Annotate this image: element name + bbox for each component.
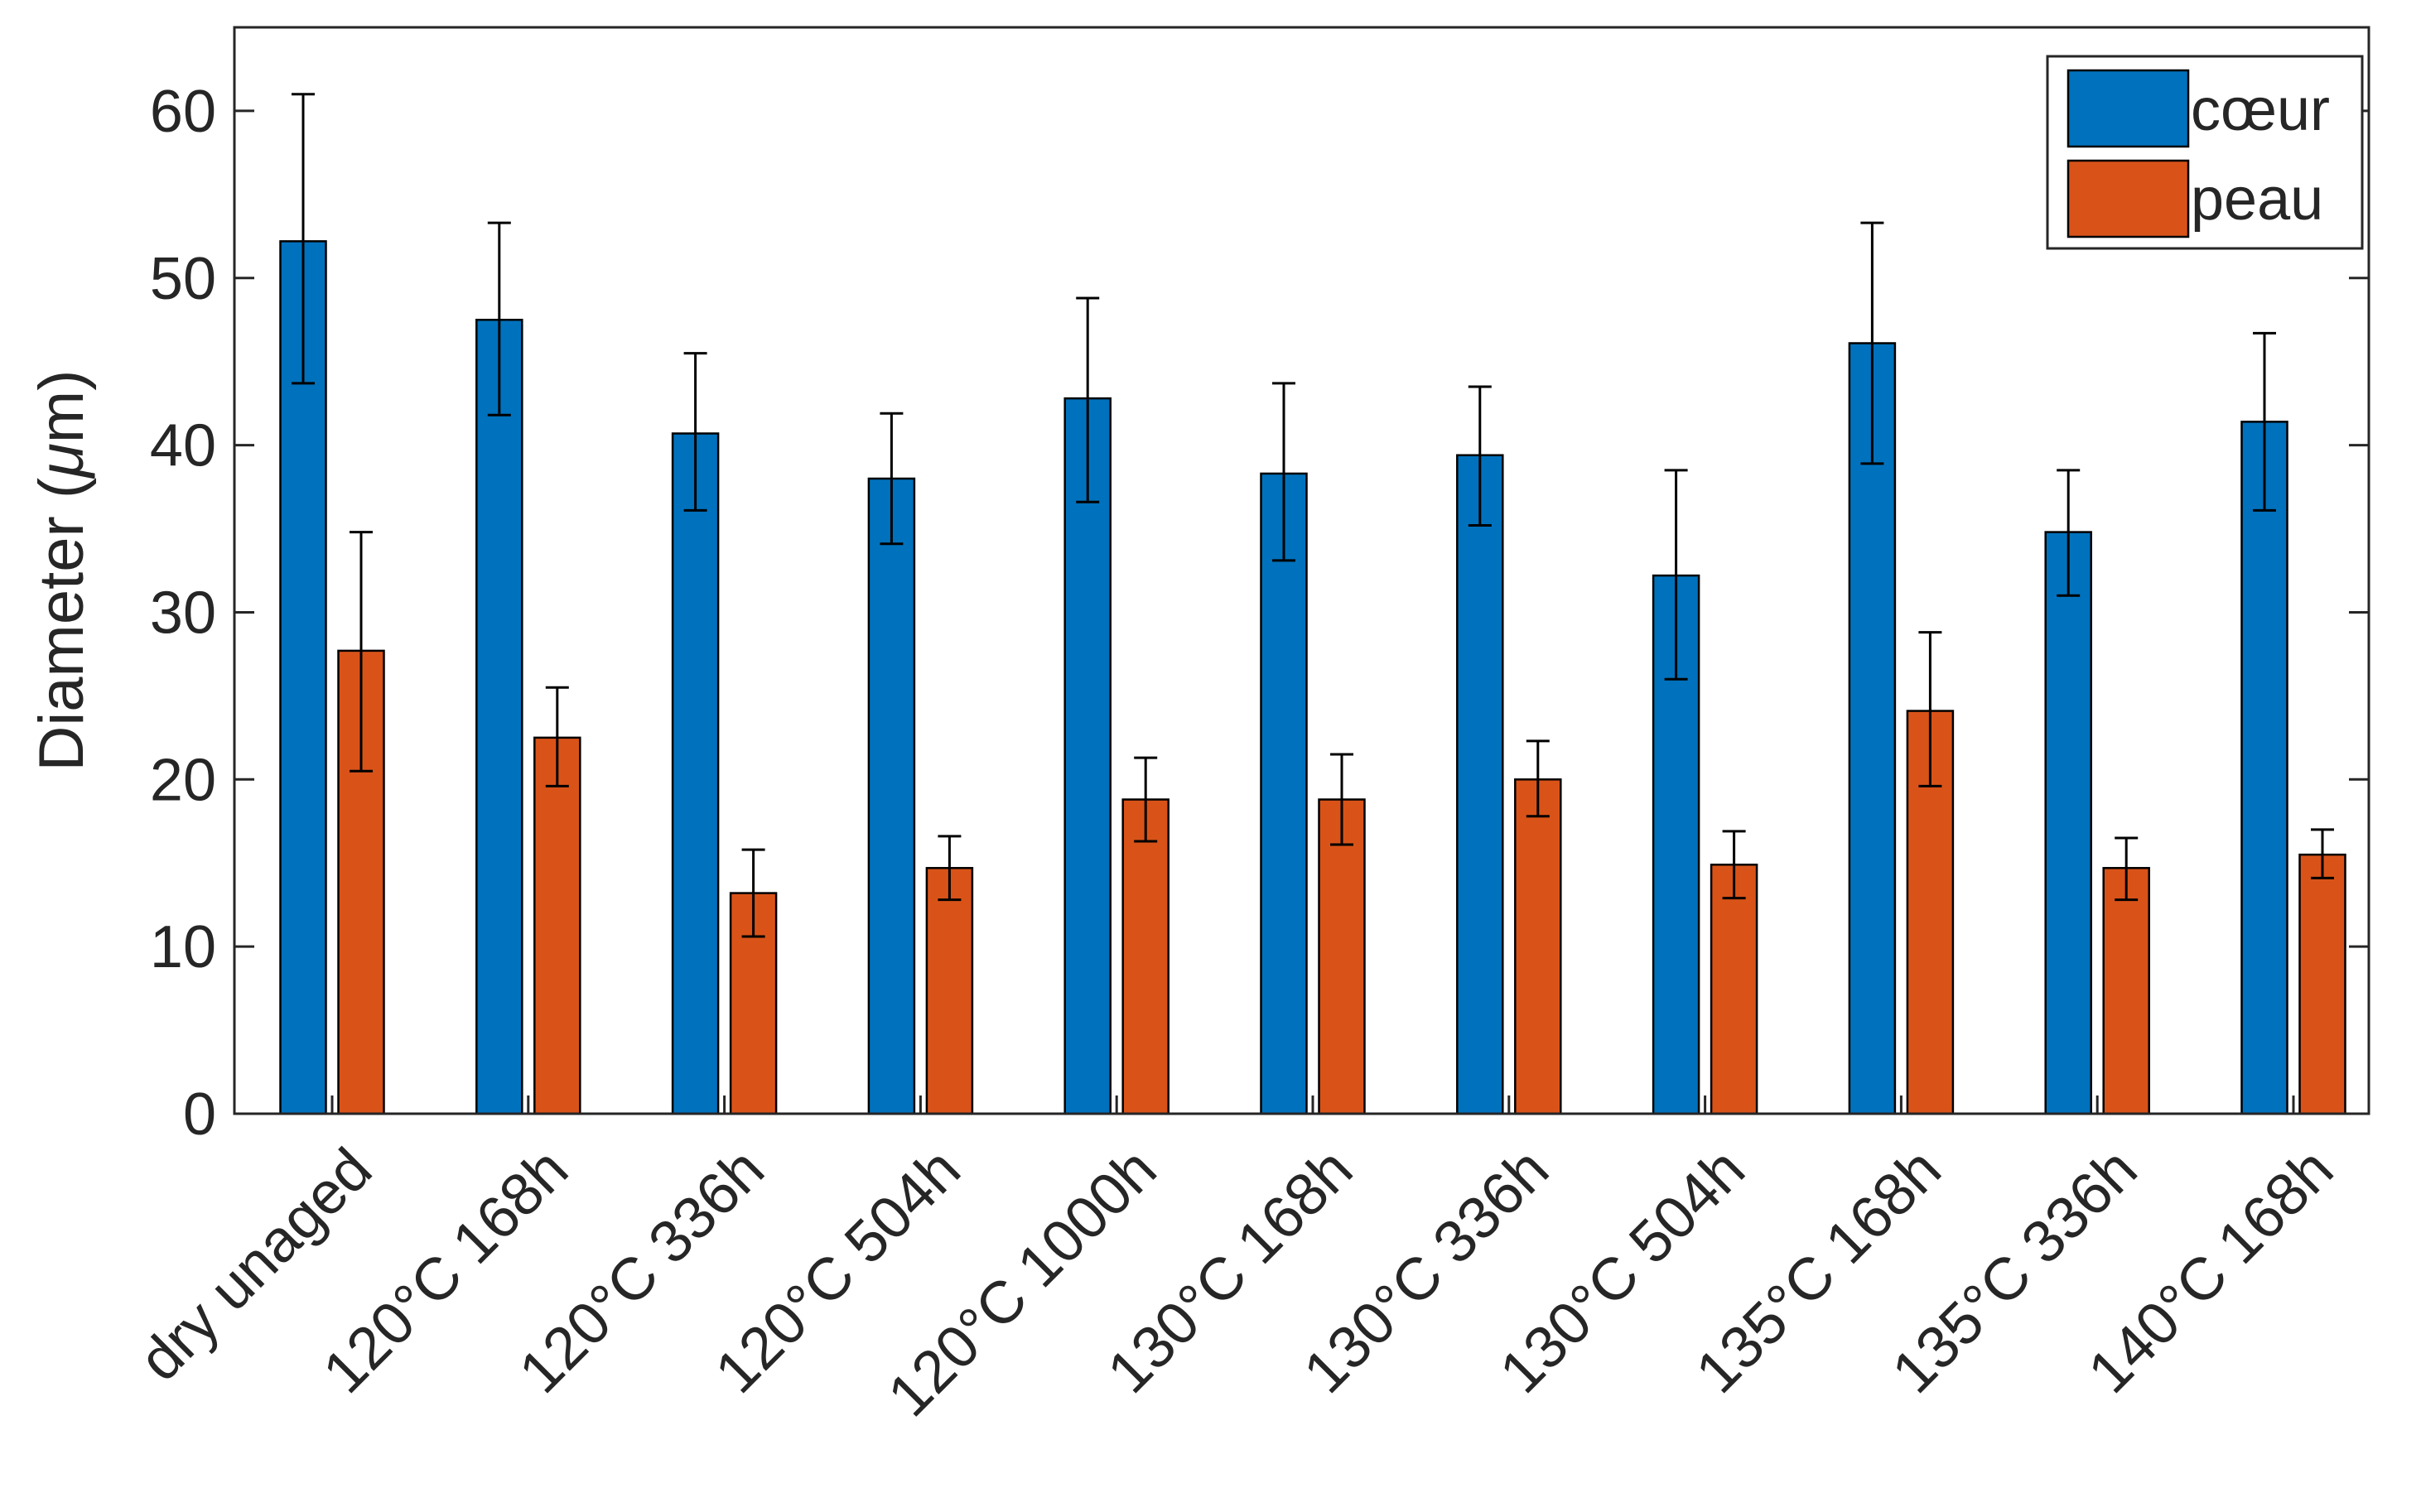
bar-coeur	[2240, 421, 2288, 1115]
bar-coeur	[279, 240, 327, 1115]
bar-coeur	[671, 432, 720, 1115]
legend-swatch-coeur	[2067, 69, 2190, 148]
plot-frame	[233, 26, 2370, 1115]
y-axis-ticks: 0 10 20 30 40 50 60	[150, 79, 2369, 1148]
y-tick-label: 60	[150, 79, 216, 145]
legend-label-peau: peau	[2191, 166, 2323, 233]
legend-label-coeur: cœur	[2191, 77, 2330, 143]
y-tick-label: 40	[150, 413, 216, 479]
legend: cœur peau	[2046, 55, 2364, 250]
bar-peau	[533, 736, 581, 1115]
bar-peau	[1121, 798, 1170, 1115]
bar-peau	[1318, 798, 1366, 1115]
bar-coeur	[1848, 342, 1897, 1115]
bar-peau	[1514, 778, 1562, 1115]
y-axis-title: Diameter (μm)	[27, 370, 97, 772]
y-tick-label: 0	[183, 1081, 216, 1148]
bar-peau	[925, 867, 974, 1115]
bar-peau	[2102, 867, 2150, 1115]
y-tick-label: 50	[150, 246, 216, 312]
y-tick-label: 20	[150, 747, 216, 813]
bar-peau	[2298, 853, 2346, 1115]
legend-swatch-peau	[2067, 159, 2190, 238]
bar-coeur	[2044, 531, 2092, 1115]
y-tick-label: 10	[150, 914, 216, 980]
bar-coeur	[1063, 397, 1112, 1115]
bars-layer	[279, 240, 2346, 1115]
bar-coeur	[1456, 454, 1504, 1115]
bar-coeur	[867, 477, 916, 1115]
y-tick-label: 30	[150, 580, 216, 646]
bar-coeur	[475, 318, 523, 1115]
bar-peau	[1710, 863, 1758, 1115]
bar-coeur	[1260, 472, 1308, 1115]
error-bars-layer	[292, 93, 2334, 938]
